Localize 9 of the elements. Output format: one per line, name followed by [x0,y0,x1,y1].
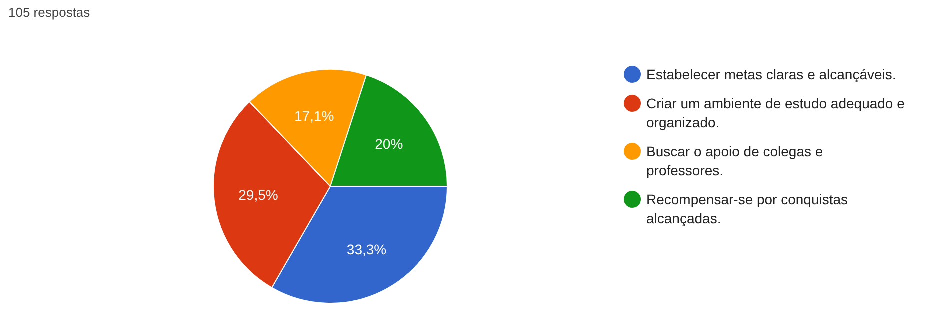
data-label: 20% [375,136,404,152]
data-label: 17,1% [294,108,334,124]
legend-label: Recompensar-se por conquistas alcançadas. [646,192,848,226]
text: 105 respostas [8,5,91,20]
legend-label: Estabelecer metas claras e alcançáveis. [646,66,896,82]
legend-label: Buscar o apoio de colegas e professores. [646,144,824,178]
legend-label: Criar um ambiente de estudo adequado e organizado. [646,96,906,130]
data-label: 33,3% [346,241,387,258]
data-label: 29,5% [238,187,278,204]
